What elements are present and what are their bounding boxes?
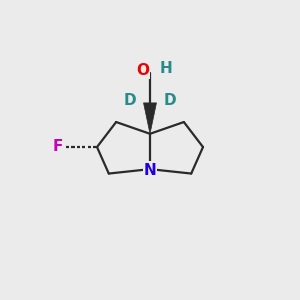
Text: H: H (160, 61, 172, 76)
Text: F: F (53, 139, 63, 154)
Text: D: D (124, 93, 136, 108)
Text: O: O (136, 63, 149, 78)
Text: N: N (144, 163, 156, 178)
Text: D: D (164, 93, 176, 108)
Polygon shape (143, 103, 157, 134)
